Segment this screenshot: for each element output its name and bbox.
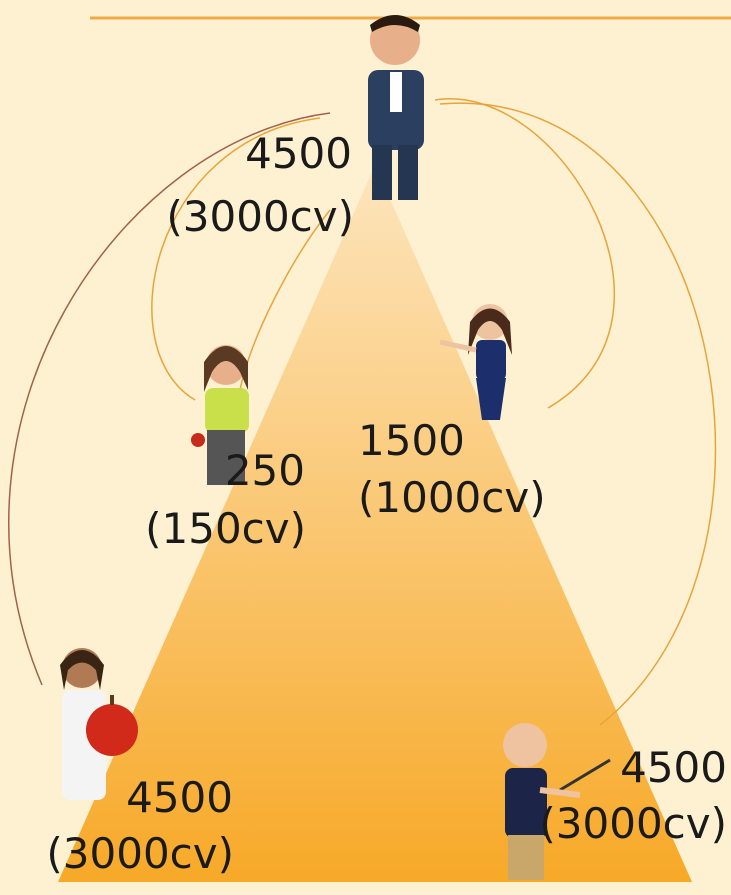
arc [434,98,616,409]
figure-left [191,345,249,485]
pyramid [58,165,692,882]
arc [151,117,321,401]
figure-top [368,15,424,200]
node-sub: (150cv) [145,504,306,553]
node-sub: (3000cv) [539,799,727,848]
figure-right [439,304,512,420]
node-value: 250 [225,446,305,495]
figure-bottom-left [60,648,138,800]
arc [439,102,717,726]
node-value: 4500 [620,743,727,792]
figure-bottom-right [503,723,611,880]
node-value: 4500 [126,773,233,822]
node-value: 4500 [245,129,352,178]
node-sub: (3000cv) [46,829,234,878]
arc [8,112,331,686]
node-value: 1500 [358,416,465,465]
node-sub: (3000cv) [166,192,354,241]
node-sub: (1000cv) [358,473,546,522]
